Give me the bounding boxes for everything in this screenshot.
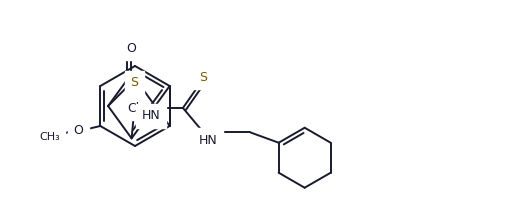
- Text: O: O: [126, 42, 136, 55]
- Text: HN: HN: [199, 134, 218, 147]
- Text: Cl: Cl: [127, 102, 140, 115]
- Text: CH₃: CH₃: [39, 132, 60, 142]
- Text: S: S: [131, 76, 138, 89]
- Text: S: S: [199, 70, 207, 83]
- Text: O: O: [74, 124, 83, 136]
- Text: HN: HN: [141, 109, 160, 123]
